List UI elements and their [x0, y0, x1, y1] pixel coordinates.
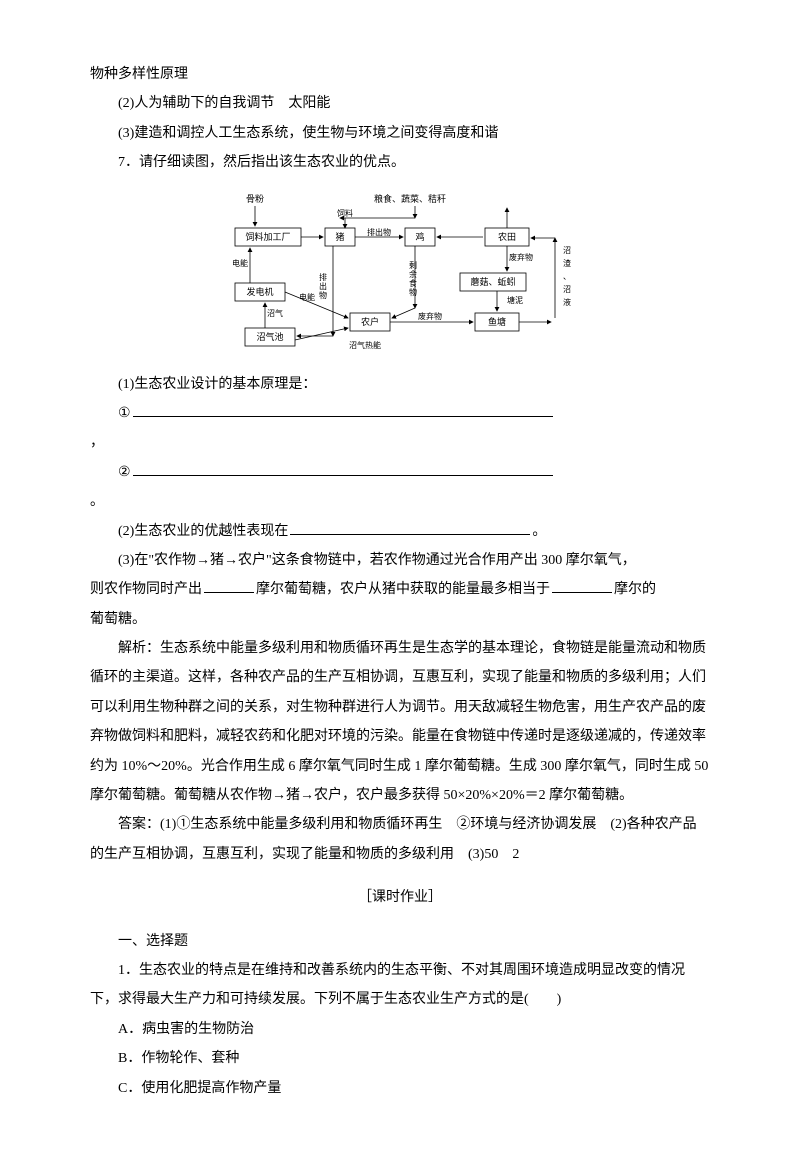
svg-text:鸡: 鸡	[415, 231, 424, 242]
line-species: 物种多样性原理	[90, 60, 710, 89]
svg-text:液: 液	[563, 297, 571, 307]
period-line: 。	[90, 487, 710, 516]
svg-text:废弃物: 废弃物	[418, 311, 442, 321]
mc1-opt-c: C．使用化肥提高作物产量	[90, 1074, 710, 1103]
q1-prefix: (1)生态农业设计的基本原理是：	[90, 370, 710, 399]
analysis: 解析：生态系统中能量多级利用和物质循环再生是生态学的基本理论，食物链是能量流动和…	[90, 634, 710, 810]
svg-text:出: 出	[319, 281, 327, 291]
svg-text:沼气热能: 沼气热能	[349, 340, 381, 350]
svg-text:余: 余	[409, 269, 417, 279]
svg-text:农户: 农户	[361, 316, 379, 327]
mc1-stem: 1．生态农业的特点是在维持和改善系统内的生态平衡、不对其周围环境造成明显改变的情…	[90, 956, 710, 1015]
line-a3: (3)建造和调控人工生态系统，使生物与环境之间变得高度和谐	[90, 119, 710, 148]
svg-text:渣: 渣	[563, 258, 571, 268]
svg-text:饲料: 饲料	[337, 208, 353, 218]
q1-blank2: ②	[90, 458, 710, 487]
blank-line	[133, 459, 553, 475]
svg-text:发电机: 发电机	[246, 286, 273, 297]
q2-prefix: (2)生态农业的优越性表现在	[118, 524, 288, 539]
comma-line: ，	[90, 428, 710, 457]
q1-num1: ①	[118, 406, 131, 421]
svg-text:物: 物	[409, 287, 417, 297]
svg-text:农田: 农田	[498, 231, 516, 242]
svg-text:排出物: 排出物	[367, 227, 391, 237]
svg-text:沼: 沼	[563, 285, 571, 294]
svg-text:电能: 电能	[232, 258, 248, 268]
q3-line1: (3)在"农作物→猪→农户"这条食物链中，若农作物通过光合作用产出 300 摩尔…	[90, 546, 710, 575]
svg-text:剩: 剩	[409, 260, 417, 270]
q3-line3: 葡萄糖。	[90, 605, 710, 634]
line-a2: (2)人为辅助下的自我调节 太阳能	[90, 89, 710, 118]
svg-text:塘泥: 塘泥	[507, 295, 523, 305]
svg-text:粮食、蔬菜、秸秆: 粮食、蔬菜、秸秆	[374, 193, 446, 204]
svg-text:食: 食	[409, 278, 417, 288]
svg-text:骨粉: 骨粉	[246, 193, 264, 204]
section-mc: 一、选择题	[90, 927, 710, 956]
svg-text:沼气池: 沼气池	[256, 331, 283, 342]
blank-line	[290, 518, 530, 534]
svg-text:沼气: 沼气	[267, 308, 283, 318]
q2-suffix: 。	[532, 524, 546, 539]
eco-diagram: 骨粉 粮食、蔬菜、秸秆 饲料 饲料加工厂 猪 排出物 鸡 农田 电能 电能 发电…	[90, 188, 710, 358]
q3c: 摩尔葡萄糖，农户从猪中获取的能量最多相当于	[256, 582, 550, 597]
svg-text:物: 物	[319, 290, 327, 300]
section-homework: ［课时作业］	[90, 883, 710, 912]
svg-text:饲料加工厂: 饲料加工厂	[245, 231, 290, 242]
mc1-opt-b: B．作物轮作、套种	[90, 1044, 710, 1073]
blank-line	[204, 577, 254, 593]
answer: 答案：(1)①生态系统中能量多级利用和物质循环再生 ②环境与经济协调发展 (2)…	[90, 810, 710, 869]
svg-text:蘑菇、蚯蚓: 蘑菇、蚯蚓	[470, 276, 515, 287]
blank-line	[133, 401, 553, 417]
q2: (2)生态农业的优越性表现在 。	[90, 517, 710, 546]
q3-line2: 则农作物同时产出 摩尔葡萄糖，农户从猪中获取的能量最多相当于 摩尔的	[90, 575, 710, 604]
mc1-opt-a: A．病虫害的生物防治	[90, 1015, 710, 1044]
svg-text:、: 、	[563, 272, 571, 281]
q1-blank1: ①	[90, 399, 710, 428]
blank-line	[552, 577, 612, 593]
svg-text:猪: 猪	[335, 231, 344, 242]
line-q7: 7．请仔细读图，然后指出该生态农业的优点。	[90, 148, 710, 177]
eco-diagram-svg: 骨粉 粮食、蔬菜、秸秆 饲料 饲料加工厂 猪 排出物 鸡 农田 电能 电能 发电…	[215, 188, 585, 358]
svg-text:废弃物: 废弃物	[509, 252, 533, 262]
svg-text:沼: 沼	[563, 246, 571, 255]
svg-text:鱼塘: 鱼塘	[488, 316, 506, 327]
svg-text:排: 排	[319, 272, 327, 282]
q1-num2: ②	[118, 465, 131, 480]
page: 物种多样性原理 (2)人为辅助下的自我调节 太阳能 (3)建造和调控人工生态系统…	[0, 0, 800, 1163]
q3b: 则农作物同时产出	[90, 582, 202, 597]
svg-text:电能: 电能	[299, 292, 315, 302]
q3d: 摩尔的	[614, 582, 656, 597]
